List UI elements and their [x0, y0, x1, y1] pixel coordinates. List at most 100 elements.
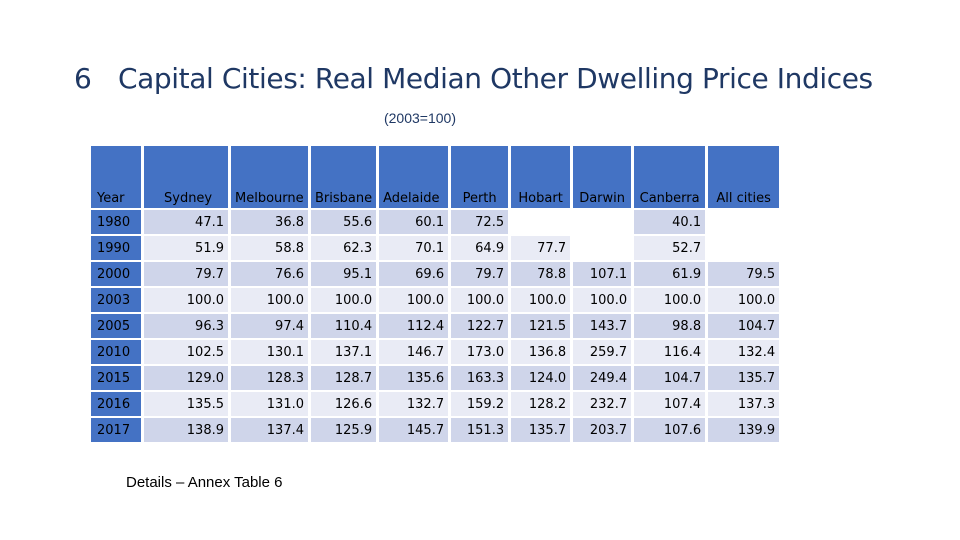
value-cell: 203.7	[573, 418, 632, 444]
value-cell: 96.3	[144, 314, 228, 340]
value-cell: 102.5	[144, 340, 228, 366]
value-cell: 146.7	[379, 340, 449, 366]
value-cell: 129.0	[144, 366, 228, 392]
value-cell: 79.5	[708, 262, 780, 288]
details-footnote: Details – Annex Table 6	[126, 474, 283, 491]
table-row: 2017 138.9 137.4 125.9 145.7 151.3 135.7 203.7 1…	[91, 418, 780, 444]
table-row: 2000 79.7 76.6 95.1 69.6 79.7 78.8 107.1 61.9 79.…	[91, 262, 780, 288]
value-cell: 51.9	[144, 236, 228, 262]
table-row: 2015 129.0 128.3 128.7 135.6 163.3 124.0 249.4 1…	[91, 366, 780, 392]
value-cell: 132.7	[379, 392, 449, 418]
value-cell: 125.9	[311, 418, 377, 444]
year-cell: 2000	[91, 262, 141, 288]
value-cell: 126.6	[311, 392, 377, 418]
column-header: Darwin	[573, 146, 632, 210]
value-cell: 100.0	[231, 288, 308, 314]
value-cell: 78.8	[511, 262, 571, 288]
table-row: 1990 51.9 58.8 62.3 70.1 64.9 77.7 52.7	[91, 236, 780, 262]
value-cell: 77.7	[511, 236, 571, 262]
value-cell: 163.3	[451, 366, 509, 392]
value-cell: 116.4	[634, 340, 706, 366]
value-cell: 104.7	[634, 366, 706, 392]
column-header: Melbourne	[231, 146, 308, 210]
value-cell: 121.5	[511, 314, 571, 340]
year-cell: 1980	[91, 210, 141, 236]
year-cell: 2016	[91, 392, 141, 418]
value-cell: 135.7	[511, 418, 571, 444]
year-cell: 2005	[91, 314, 141, 340]
value-cell: 64.9	[451, 236, 509, 262]
value-cell: 138.9	[144, 418, 228, 444]
column-header: Brisbane	[311, 146, 377, 210]
year-cell: 2003	[91, 288, 141, 314]
value-cell: 72.5	[451, 210, 509, 236]
slide-title-text: Capital Cities: Real Median Other Dwelli…	[118, 62, 873, 95]
value-cell: 124.0	[511, 366, 571, 392]
value-cell: 52.7	[634, 236, 706, 262]
value-cell: 249.4	[573, 366, 632, 392]
value-cell: 159.2	[451, 392, 509, 418]
value-cell: 100.0	[634, 288, 706, 314]
slide-number: 6	[74, 62, 92, 95]
value-cell: 98.8	[634, 314, 706, 340]
column-header: Perth	[451, 146, 509, 210]
column-header: Adelaide	[379, 146, 449, 210]
year-cell: 1990	[91, 236, 141, 262]
value-cell: 100.0	[311, 288, 377, 314]
table-row: 2016 135.5 131.0 126.6 132.7 159.2 128.2 232.7 1…	[91, 392, 780, 418]
value-cell: 128.3	[231, 366, 308, 392]
value-cell: 95.1	[311, 262, 377, 288]
value-cell: 232.7	[573, 392, 632, 418]
value-cell: 79.7	[451, 262, 509, 288]
value-cell: 100.0	[451, 288, 509, 314]
value-cell: 139.9	[708, 418, 780, 444]
table-body: 1980 47.1 36.8 55.6 60.1 72.5 40.1 1990 51.9 58.8…	[91, 210, 780, 444]
value-cell: 104.7	[708, 314, 780, 340]
value-cell: 128.2	[511, 392, 571, 418]
column-header: Sydney	[144, 146, 228, 210]
value-cell: 137.4	[231, 418, 308, 444]
value-cell	[573, 236, 632, 262]
value-cell: 79.7	[144, 262, 228, 288]
value-cell: 259.7	[573, 340, 632, 366]
value-cell: 61.9	[634, 262, 706, 288]
value-cell: 112.4	[379, 314, 449, 340]
value-cell: 173.0	[451, 340, 509, 366]
value-cell: 55.6	[311, 210, 377, 236]
value-cell: 143.7	[573, 314, 632, 340]
year-cell: 2010	[91, 340, 141, 366]
value-cell: 62.3	[311, 236, 377, 262]
table-row: 2003 100.0 100.0 100.0 100.0 100.0 100.0 100.0 1…	[91, 288, 780, 314]
column-header: All cities	[708, 146, 780, 210]
value-cell: 135.6	[379, 366, 449, 392]
value-cell: 151.3	[451, 418, 509, 444]
value-cell: 137.1	[311, 340, 377, 366]
value-cell: 128.7	[311, 366, 377, 392]
value-cell: 40.1	[634, 210, 706, 236]
value-cell	[511, 210, 571, 236]
value-cell: 135.5	[144, 392, 228, 418]
value-cell: 36.8	[231, 210, 308, 236]
value-cell	[573, 210, 632, 236]
year-cell: 2017	[91, 418, 141, 444]
column-header: Canberra	[634, 146, 706, 210]
table-row: 2010 102.5 130.1 137.1 146.7 173.0 136.8 259.7 1…	[91, 340, 780, 366]
value-cell	[708, 210, 780, 236]
value-cell: 130.1	[231, 340, 308, 366]
value-cell: 100.0	[511, 288, 571, 314]
value-cell: 100.0	[573, 288, 632, 314]
value-cell: 76.6	[231, 262, 308, 288]
value-cell: 60.1	[379, 210, 449, 236]
value-cell: 122.7	[451, 314, 509, 340]
column-header: Hobart	[511, 146, 571, 210]
year-cell: 2015	[91, 366, 141, 392]
value-cell: 110.4	[311, 314, 377, 340]
value-cell: 145.7	[379, 418, 449, 444]
value-cell: 47.1	[144, 210, 228, 236]
value-cell: 58.8	[231, 236, 308, 262]
value-cell: 100.0	[379, 288, 449, 314]
value-cell: 136.8	[511, 340, 571, 366]
slide-title: 6 Capital Cities: Real Median Other Dwell…	[74, 62, 873, 95]
value-cell: 135.7	[708, 366, 780, 392]
value-cell: 137.3	[708, 392, 780, 418]
